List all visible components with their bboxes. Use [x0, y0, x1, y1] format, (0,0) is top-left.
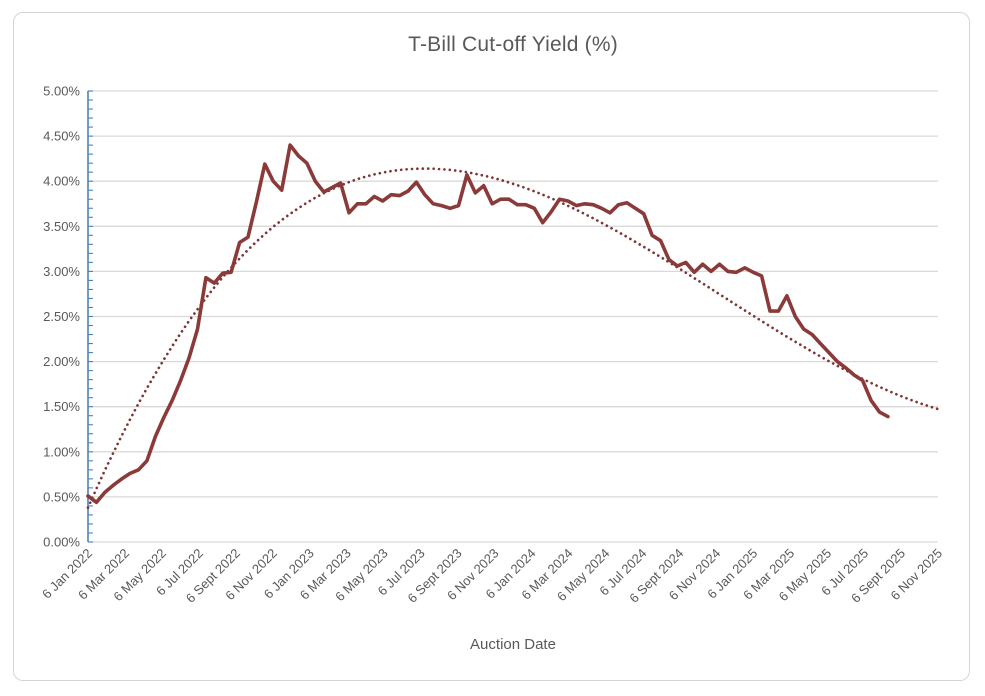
y-tick-label: 3.50% [43, 219, 80, 234]
y-tick-label: 4.00% [43, 174, 80, 189]
series-line [86, 143, 890, 505]
y-tick-label: 0.50% [43, 489, 80, 504]
y-tick-label: 2.50% [43, 309, 80, 324]
x-axis-title: Auction Date [470, 636, 556, 653]
chart-border [13, 12, 970, 681]
chart-title: T-Bill Cut-off Yield (%) [408, 33, 618, 56]
y-tick-label: 1.50% [43, 399, 80, 414]
y-tick-label: 5.00% [43, 84, 80, 99]
y-tick-label: 4.50% [43, 129, 80, 144]
trendline-dotted [86, 167, 940, 510]
y-tick-label: 0.00% [43, 535, 80, 550]
y-tick-label: 3.00% [43, 264, 80, 279]
y-tick-label: 2.00% [43, 354, 80, 369]
y-tick-label: 1.00% [43, 444, 80, 459]
